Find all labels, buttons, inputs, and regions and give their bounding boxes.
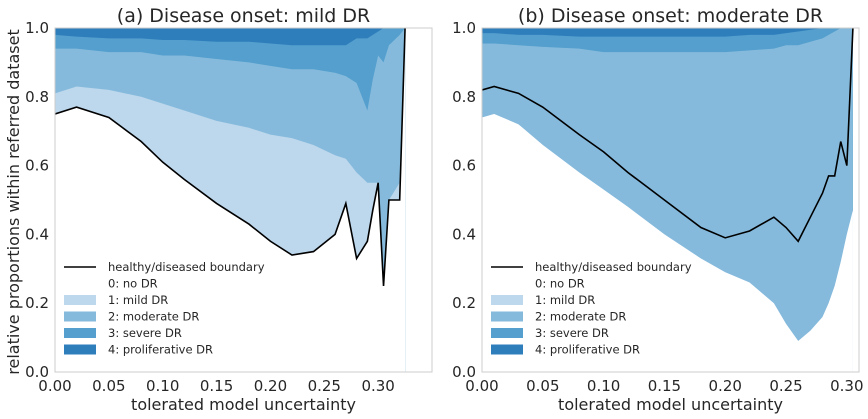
x-tick-label: 0.15 bbox=[200, 377, 233, 395]
legend-entry: 0: no DR bbox=[535, 277, 585, 291]
legend-entry: healthy/diseased boundary bbox=[108, 260, 265, 274]
y-tick-label: 0.2 bbox=[452, 294, 476, 312]
boundary-line bbox=[482, 28, 854, 243]
chart-title: (a) Disease onset: mild DR bbox=[117, 5, 370, 27]
x-tick-label: 0.25 bbox=[308, 377, 341, 395]
legend-swatch bbox=[491, 295, 523, 305]
legend-swatch bbox=[491, 311, 523, 322]
legend: healthy/diseased boundary 0: no DR 1: mild… bbox=[491, 260, 692, 357]
x-tick-label: 0.05 bbox=[526, 377, 559, 395]
legend-entry: 1: mild DR bbox=[108, 293, 168, 307]
plot-frame bbox=[481, 27, 860, 373]
x-tick-label: 0.00 bbox=[38, 377, 71, 395]
legend-swatch bbox=[64, 295, 96, 305]
y-tick-label: 1.0 bbox=[452, 19, 476, 37]
plot-area bbox=[482, 28, 854, 372]
y-tick-label: 0.6 bbox=[25, 157, 49, 175]
y-tick-label: 0.4 bbox=[452, 225, 476, 243]
panel-b: (b) Disease onset: moderate DR 0.00 0.05 0.… bbox=[452, 5, 863, 414]
legend-swatch bbox=[64, 311, 96, 322]
legend-swatch bbox=[491, 328, 523, 338]
x-tick-label: 0.20 bbox=[254, 377, 287, 395]
x-axis-label: tolerated model uncertainty bbox=[558, 395, 783, 414]
chart-title: (b) Disease onset: moderate DR bbox=[518, 5, 823, 27]
y-tick-label: 0.4 bbox=[25, 225, 49, 243]
y-tick-label: 0.6 bbox=[452, 157, 476, 175]
panel-a: (a) Disease onset: mild DR 0.00 0.05 0.10 0.… bbox=[25, 5, 433, 414]
boundary-line bbox=[55, 28, 406, 287]
x-tick-label: 0.05 bbox=[92, 377, 125, 395]
y-tick-label: 0.8 bbox=[452, 88, 476, 106]
x-tick-label: 0.20 bbox=[709, 377, 742, 395]
y-tick-label: 0.0 bbox=[25, 363, 49, 381]
legend-entry: 4: proliferative DR bbox=[108, 343, 213, 357]
legend-swatch bbox=[491, 344, 523, 355]
plot-frame bbox=[54, 27, 433, 373]
y-tick-label: 0.2 bbox=[25, 294, 49, 312]
x-tick-label: 0.30 bbox=[361, 377, 394, 395]
plot-area bbox=[55, 28, 406, 372]
legend-entry: healthy/diseased boundary bbox=[535, 260, 692, 274]
x-tick-label: 0.10 bbox=[587, 377, 620, 395]
legend-swatch bbox=[64, 344, 96, 355]
x-axis-label: tolerated model uncertainty bbox=[131, 395, 356, 414]
area-no-dr bbox=[482, 114, 853, 372]
legend-entry: 4: proliferative DR bbox=[535, 343, 640, 357]
y-tick-label: 0.8 bbox=[25, 88, 49, 106]
y-axis-label: relative proportions within referred dat… bbox=[4, 29, 23, 374]
x-tick-label: 0.30 bbox=[830, 377, 863, 395]
legend-entry: 0: no DR bbox=[108, 277, 158, 291]
x-tick-label: 0.10 bbox=[146, 377, 179, 395]
x-tick-label: 0.00 bbox=[465, 377, 498, 395]
legend-entry: 3: severe DR bbox=[108, 326, 182, 340]
area-no-dr bbox=[55, 28, 406, 372]
legend-entry: 1: mild DR bbox=[535, 293, 595, 307]
legend-swatch bbox=[64, 328, 96, 338]
legend-entry: 3: severe DR bbox=[535, 326, 609, 340]
legend-swatch bbox=[491, 278, 523, 289]
legend-entry: 2: moderate DR bbox=[108, 310, 199, 324]
legend-swatch bbox=[64, 278, 96, 289]
y-tick-label: 1.0 bbox=[25, 19, 49, 37]
x-tick-label: 0.15 bbox=[648, 377, 681, 395]
x-tick-label: 0.25 bbox=[769, 377, 802, 395]
legend-entry: 2: moderate DR bbox=[535, 310, 626, 324]
legend: healthy/diseased boundary 0: no DR 1: mild… bbox=[64, 260, 265, 357]
y-tick-label: 0.0 bbox=[452, 363, 476, 381]
